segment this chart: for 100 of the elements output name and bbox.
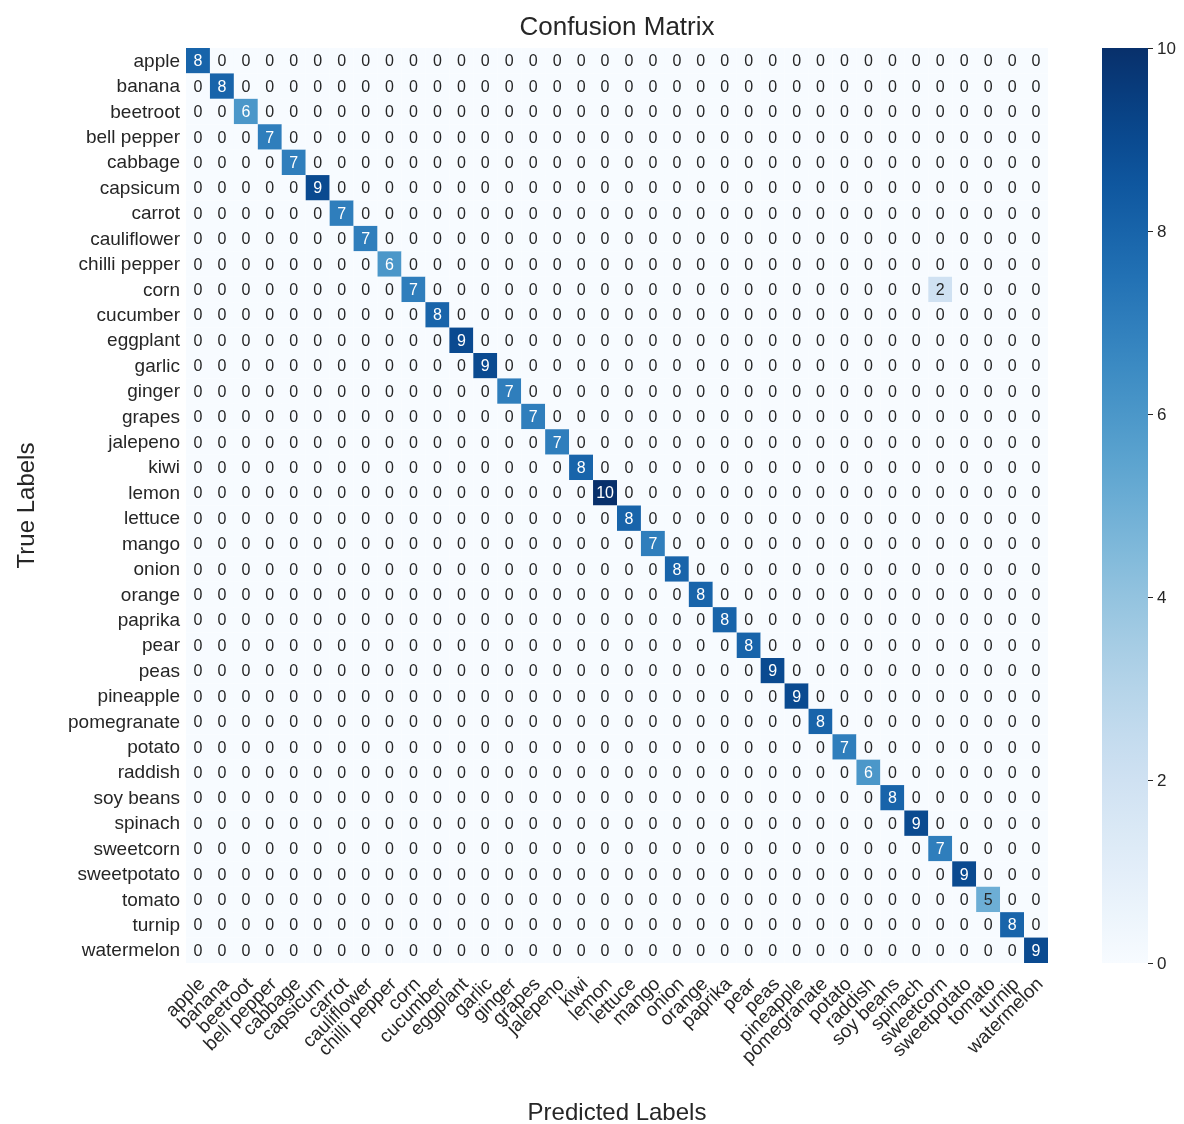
data-label: 0 xyxy=(935,535,945,553)
data-label: 0 xyxy=(241,128,251,146)
data-label: 0 xyxy=(576,916,586,934)
data-label: 0 xyxy=(409,840,419,858)
data-label: 0 xyxy=(816,331,826,349)
data-label: 0 xyxy=(504,306,514,324)
data-label: 0 xyxy=(1031,357,1041,375)
color-bar-label: 8 xyxy=(1157,221,1167,241)
data-label: 0 xyxy=(289,560,299,578)
data-label: 0 xyxy=(887,331,897,349)
data-label: 0 xyxy=(385,763,395,781)
data-label: 0 xyxy=(217,611,227,629)
data-label: 0 xyxy=(456,560,466,578)
data-label: 0 xyxy=(959,433,969,451)
data-label: 0 xyxy=(887,484,897,502)
data-label: 0 xyxy=(720,357,730,375)
data-label: 0 xyxy=(409,255,419,273)
data-label: 0 xyxy=(600,357,610,375)
data-label: 0 xyxy=(816,916,826,934)
data-label: 0 xyxy=(504,230,514,248)
data-label: 0 xyxy=(959,128,969,146)
data-label: 0 xyxy=(1031,891,1041,909)
data-label: 0 xyxy=(816,179,826,197)
data-label: 0 xyxy=(337,687,347,705)
data-label: 0 xyxy=(935,179,945,197)
data-label: 0 xyxy=(289,738,299,756)
data-label: 0 xyxy=(935,560,945,578)
data-label: 0 xyxy=(792,458,802,476)
data-label: 0 xyxy=(672,484,682,502)
data-label: 0 xyxy=(816,408,826,426)
data-label: 0 xyxy=(480,433,490,451)
data-label: 0 xyxy=(193,484,203,502)
data-label: 0 xyxy=(337,255,347,273)
data-label: 0 xyxy=(528,204,538,222)
data-label: 0 xyxy=(624,382,634,400)
data-label: 0 xyxy=(696,77,706,95)
data-label: 0 xyxy=(959,509,969,527)
data-label: 0 xyxy=(983,865,993,883)
data-label: 0 xyxy=(792,586,802,604)
data-label: 0 xyxy=(432,52,442,70)
y-tick-label: orange xyxy=(120,583,180,605)
data-label: 0 xyxy=(863,840,873,858)
data-label: 0 xyxy=(193,586,203,604)
data-label: 0 xyxy=(456,281,466,299)
data-label: 0 xyxy=(385,357,395,375)
data-label: 0 xyxy=(552,941,562,959)
data-label: 0 xyxy=(241,916,251,934)
data-label: 0 xyxy=(361,128,371,146)
data-label: 0 xyxy=(480,484,490,502)
data-label: 0 xyxy=(409,891,419,909)
data-label: 0 xyxy=(863,941,873,959)
data-label: 0 xyxy=(552,153,562,171)
data-label: 0 xyxy=(792,382,802,400)
data-label: 0 xyxy=(480,52,490,70)
data-label: 0 xyxy=(361,204,371,222)
data-label: 0 xyxy=(1031,77,1041,95)
data-label: 0 xyxy=(217,255,227,273)
data-label: 0 xyxy=(456,611,466,629)
data-label: 0 xyxy=(480,687,490,705)
data-label: 0 xyxy=(720,891,730,909)
data-label: 0 xyxy=(409,535,419,553)
data-label: 0 xyxy=(696,891,706,909)
data-label: 0 xyxy=(480,560,490,578)
data-label: 0 xyxy=(863,713,873,731)
data-label: 0 xyxy=(432,331,442,349)
data-label: 0 xyxy=(983,941,993,959)
data-label: 0 xyxy=(241,738,251,756)
data-label: 0 xyxy=(696,204,706,222)
data-label: 0 xyxy=(983,636,993,654)
data-label: 0 xyxy=(935,713,945,731)
data-label: 0 xyxy=(265,255,275,273)
data-label: 0 xyxy=(217,484,227,502)
data-label: 0 xyxy=(480,891,490,909)
data-label: 0 xyxy=(265,891,275,909)
data-label: 0 xyxy=(409,560,419,578)
data-label: 0 xyxy=(720,509,730,527)
data-label: 0 xyxy=(983,611,993,629)
data-label: 0 xyxy=(193,230,203,248)
data-label: 0 xyxy=(983,814,993,832)
data-label: 0 xyxy=(816,763,826,781)
data-label: 0 xyxy=(193,865,203,883)
data-label: 0 xyxy=(456,128,466,146)
data-label: 0 xyxy=(217,814,227,832)
data-label: 0 xyxy=(935,408,945,426)
data-label: 0 xyxy=(480,408,490,426)
data-label: 0 xyxy=(863,916,873,934)
data-label: 0 xyxy=(361,52,371,70)
data-label: 0 xyxy=(193,636,203,654)
data-label: 0 xyxy=(624,586,634,604)
data-label: 0 xyxy=(911,662,921,680)
data-label: 0 xyxy=(576,865,586,883)
data-label: 0 xyxy=(432,153,442,171)
data-label: 0 xyxy=(385,586,395,604)
data-label: 0 xyxy=(361,916,371,934)
data-label: 0 xyxy=(456,713,466,731)
data-label: 0 xyxy=(624,535,634,553)
data-label: 0 xyxy=(552,763,562,781)
data-label: 0 xyxy=(840,408,850,426)
data-label: 0 xyxy=(720,153,730,171)
data-label: 0 xyxy=(911,535,921,553)
